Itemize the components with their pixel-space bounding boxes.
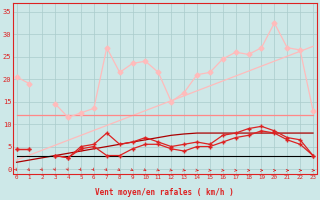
X-axis label: Vent moyen/en rafales ( km/h ): Vent moyen/en rafales ( km/h ) xyxy=(95,188,234,197)
